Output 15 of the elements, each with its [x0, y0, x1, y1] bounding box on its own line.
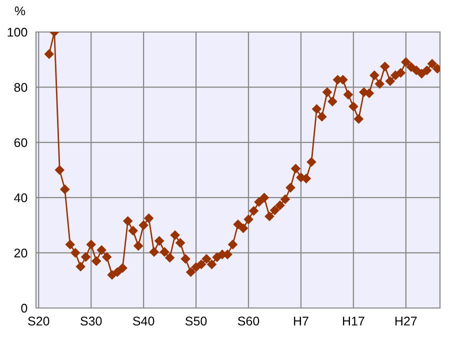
y-tick-label: 40: [14, 193, 28, 202]
y-tick-label: 100: [8, 28, 28, 37]
x-tick-label: S20: [28, 316, 50, 326]
x-tick-label: H27: [395, 316, 417, 326]
y-tick-label: 0: [21, 304, 28, 313]
x-tick-label: H7: [294, 316, 308, 326]
x-tick-label: H17: [342, 316, 364, 326]
y-tick-label: 20: [14, 248, 28, 258]
y-tick-label: 80: [14, 83, 28, 92]
y-axis-title: %: [14, 6, 26, 16]
x-tick-label: S30: [80, 316, 102, 326]
x-tick-label: S60: [238, 316, 260, 326]
y-tick-label: 60: [14, 138, 28, 148]
x-tick-label: S50: [185, 316, 207, 326]
x-tick-label: S40: [133, 316, 154, 326]
